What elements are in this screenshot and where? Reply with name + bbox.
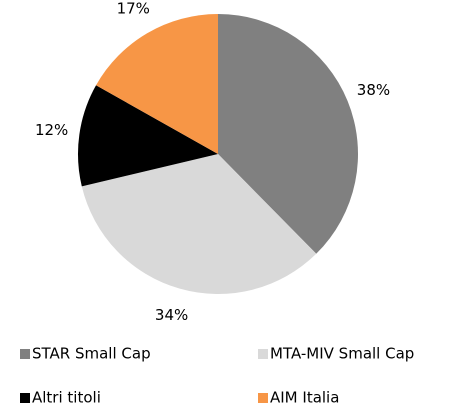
pie-slice	[81, 154, 317, 294]
pie-slice	[78, 85, 218, 187]
legend-label: STAR Small Cap	[32, 345, 151, 363]
legend-label: AIM Italia	[270, 389, 339, 407]
data-label: 12%	[35, 121, 68, 139]
data-label: 17%	[117, 0, 150, 17]
data-label: 38%	[357, 81, 390, 99]
legend-swatch	[258, 349, 268, 359]
legend-label: Altri titoli	[32, 389, 101, 407]
legend-swatch	[258, 393, 268, 403]
legend-swatch	[20, 393, 30, 403]
data-label: 34%	[155, 306, 188, 324]
legend-swatch	[20, 349, 30, 359]
pie-slice	[96, 14, 218, 154]
legend-label: MTA-MIV Small Cap	[270, 345, 414, 363]
pie-slice	[218, 14, 359, 254]
